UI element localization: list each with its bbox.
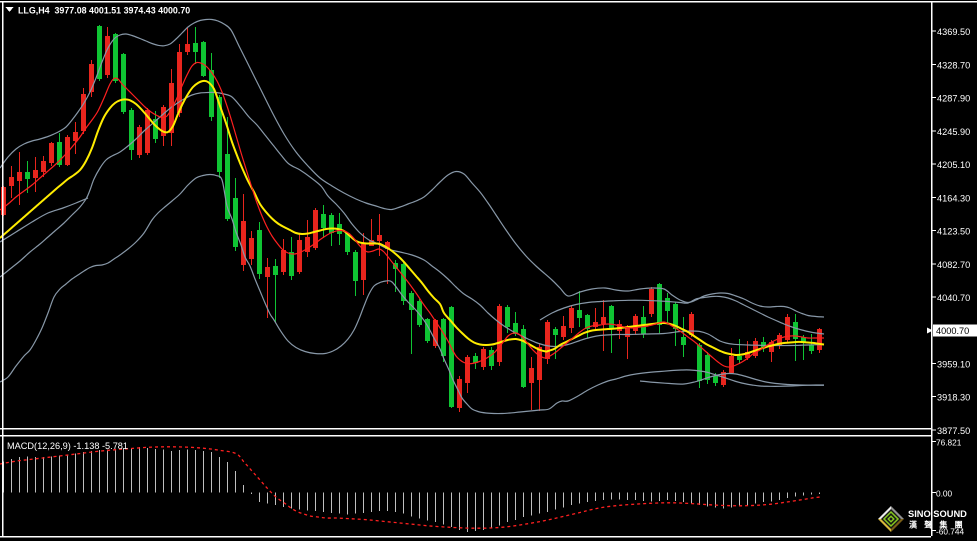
- svg-text:LLG,H4 3977.08 4001.51 3974.4: LLG,H4 3977.08 4001.51 3974.43 4000.70: [18, 6, 190, 16]
- svg-text:4205.10: 4205.10: [937, 160, 970, 170]
- svg-text:MACD(12,26,9) -1.138 -5.781: MACD(12,26,9) -1.138 -5.781: [7, 441, 128, 451]
- svg-text:3959.10: 3959.10: [937, 359, 970, 369]
- svg-text:4245.90: 4245.90: [937, 127, 970, 137]
- svg-text:4328.70: 4328.70: [937, 60, 970, 70]
- svg-text:4082.70: 4082.70: [937, 260, 970, 270]
- svg-text:4287.90: 4287.90: [937, 94, 970, 104]
- svg-text:4164.30: 4164.30: [937, 193, 970, 203]
- svg-text:-60.744: -60.744: [936, 527, 965, 537]
- svg-text:4000.70: 4000.70: [936, 326, 969, 336]
- svg-text:4123.50: 4123.50: [937, 227, 970, 237]
- svg-text:3918.30: 3918.30: [937, 393, 970, 403]
- svg-text:76.821: 76.821: [936, 437, 962, 447]
- svg-text:漢聲集團: 漢聲集團: [909, 520, 970, 530]
- svg-text:SINO SOUND: SINO SOUND: [908, 509, 967, 519]
- svg-text:4040.70: 4040.70: [937, 293, 970, 303]
- svg-text:4369.50: 4369.50: [937, 27, 970, 37]
- svg-text:0.00: 0.00: [936, 488, 953, 498]
- svg-text:3877.50: 3877.50: [937, 426, 970, 436]
